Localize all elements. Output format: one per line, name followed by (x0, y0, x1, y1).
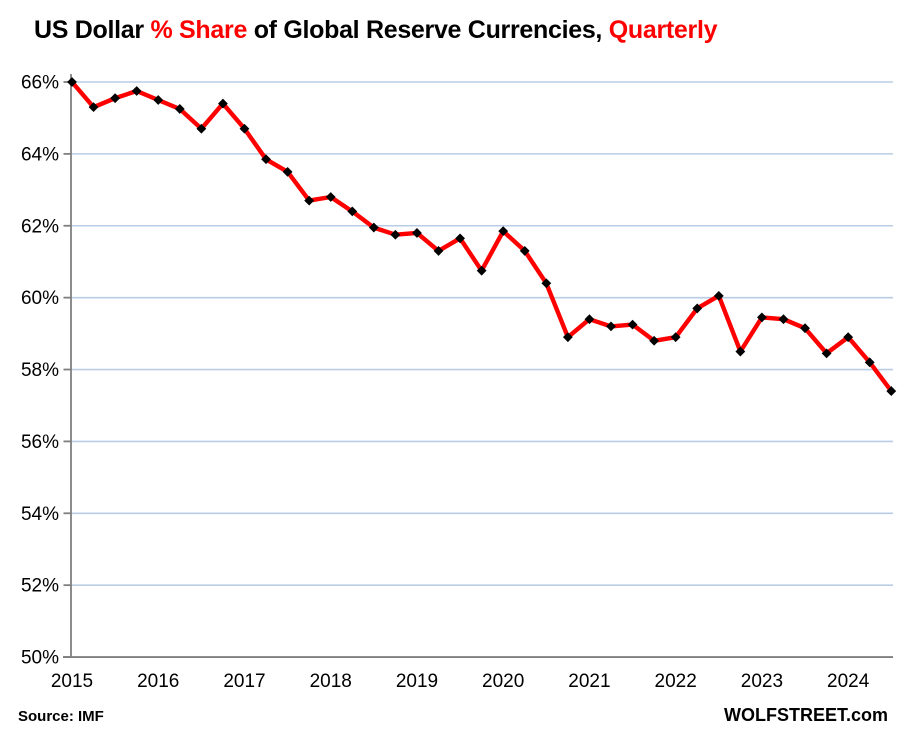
x-tick-label: 2024 (827, 671, 870, 692)
data-point-marker (778, 314, 789, 325)
data-point-marker (304, 195, 315, 206)
y-tick-label: 50% (21, 648, 59, 669)
data-point-marker (218, 98, 228, 109)
x-tick-label: 2022 (655, 671, 697, 692)
x-tick-label: 2021 (568, 671, 610, 692)
data-point-marker (455, 233, 465, 244)
source-label: Source: IMF (18, 708, 104, 725)
data-point-marker (627, 319, 638, 330)
chart-title-segment: % Share (150, 16, 248, 44)
data-point-marker (584, 314, 595, 325)
data-point-marker (713, 290, 724, 301)
data-point-marker (174, 104, 185, 114)
data-point-marker (757, 312, 767, 323)
data-point-marker (325, 192, 336, 202)
data-point-marker (735, 346, 746, 357)
data-point-marker (519, 246, 530, 256)
data-point-marker (110, 93, 121, 104)
x-tick-label: 2018 (310, 671, 352, 692)
chart-title-segment: US Dollar (34, 16, 151, 44)
data-point-marker (261, 154, 271, 165)
data-point-marker (412, 228, 422, 238)
data-point-marker (88, 102, 99, 113)
data-line (69, 79, 894, 394)
x-tick-label: 2019 (396, 671, 438, 692)
data-point-marker (282, 166, 293, 177)
data-point-marker (843, 332, 854, 343)
data-point-marker (670, 332, 681, 343)
y-tick-label: 54% (21, 504, 59, 525)
y-tick-label: 64% (21, 144, 59, 165)
data-point-marker (541, 278, 552, 289)
y-tick-label: 58% (21, 360, 59, 381)
chart-title-segment: Quarterly (608, 16, 718, 44)
data-point-marker (131, 86, 142, 96)
data-point-marker (821, 348, 832, 359)
x-tick-label: 2017 (223, 671, 265, 692)
y-tick-label: 60% (21, 288, 59, 309)
x-tick-label: 2023 (741, 671, 783, 692)
data-point-marker (498, 226, 509, 237)
x-tick-label: 2015 (51, 671, 93, 692)
data-point-marker (153, 95, 164, 105)
data-point-marker (347, 206, 358, 217)
chart-title: US Dollar % Share of Global Reserve Curr… (34, 16, 718, 45)
data-point-marker (886, 386, 897, 396)
y-tick-label: 56% (21, 432, 59, 453)
data-point-marker (800, 323, 810, 334)
data-point-marker (649, 335, 660, 346)
data-point-marker (562, 332, 573, 343)
data-point-marker (864, 357, 875, 368)
data-point-marker (196, 123, 207, 134)
data-point-marker (692, 303, 703, 314)
data-point-marker (606, 321, 616, 332)
data-point-marker (67, 77, 77, 87)
y-tick-label: 66% (21, 73, 59, 94)
data-point-marker (390, 229, 401, 240)
data-point-marker (476, 265, 487, 276)
chart-title-segment: of Global Reserve Currencies, (247, 16, 609, 44)
data-point-marker (368, 222, 379, 233)
x-tick-label: 2016 (137, 671, 179, 692)
y-tick-label: 52% (21, 576, 59, 597)
x-tick-label: 2020 (482, 671, 524, 692)
y-tick-label: 62% (21, 216, 59, 237)
data-point-marker (239, 123, 250, 134)
brand-label: WOLFSTREET.com (723, 705, 888, 725)
data-point-marker (433, 246, 444, 256)
